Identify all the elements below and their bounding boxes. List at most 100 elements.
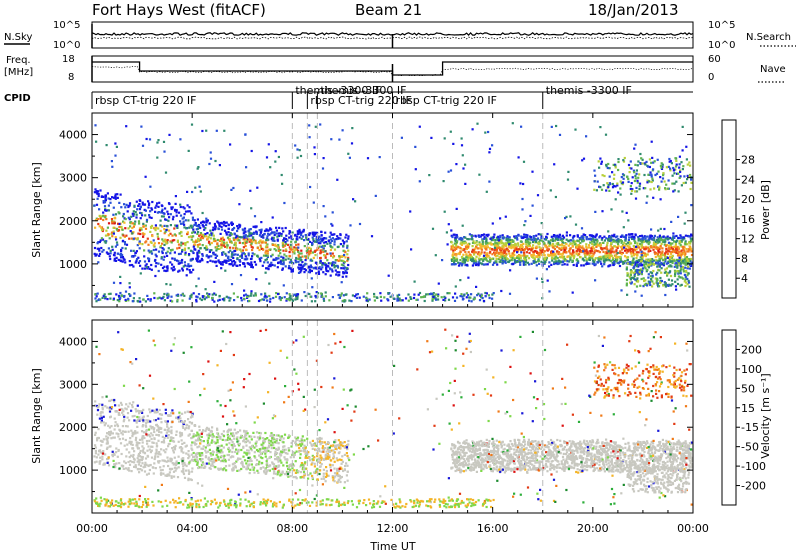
scatter-cell bbox=[246, 296, 248, 298]
scatter-cell bbox=[607, 186, 609, 188]
scatter-cell bbox=[537, 194, 539, 196]
scatter-cell bbox=[686, 158, 688, 160]
scatter-cell bbox=[157, 227, 159, 229]
scatter-cell bbox=[460, 293, 462, 295]
scatter-cell bbox=[608, 184, 610, 186]
scatter-cell bbox=[461, 296, 463, 298]
scatter-cell bbox=[97, 428, 99, 430]
scatter-cell bbox=[190, 250, 192, 252]
scatter-cell bbox=[250, 234, 252, 236]
scatter-cell bbox=[128, 238, 130, 240]
scatter-cell bbox=[518, 235, 520, 237]
scatter-cell bbox=[154, 207, 156, 209]
scatter-cell bbox=[190, 212, 192, 214]
scatter-cell bbox=[623, 178, 625, 180]
scatter-cell bbox=[222, 298, 224, 300]
scatter-cell bbox=[683, 175, 685, 177]
scatter-cell bbox=[94, 191, 96, 193]
scatter-cell bbox=[636, 269, 638, 271]
scatter-cell bbox=[630, 167, 632, 169]
scatter-cell bbox=[662, 284, 664, 286]
scatter-cell bbox=[443, 296, 445, 298]
scatter-cell bbox=[674, 281, 676, 283]
scatter-cell bbox=[495, 260, 497, 262]
scatter-cell bbox=[171, 235, 173, 237]
scatter-cell bbox=[255, 242, 257, 244]
scatter-cell bbox=[396, 300, 398, 302]
scatter-cell bbox=[686, 278, 688, 280]
scatter-cell bbox=[659, 176, 661, 178]
scatter-cell bbox=[151, 235, 153, 237]
scatter-cell bbox=[605, 189, 607, 191]
scatter-cell bbox=[648, 180, 650, 182]
scatter-cell bbox=[504, 261, 506, 263]
scatter-cell bbox=[565, 251, 567, 253]
scatter-cell bbox=[197, 218, 199, 220]
scatter-cell bbox=[489, 251, 491, 253]
scatter-cell bbox=[118, 295, 120, 297]
scatter-cell bbox=[651, 235, 653, 237]
scatter-cell bbox=[454, 237, 456, 239]
scatter-cell bbox=[656, 280, 658, 282]
scatter-cell bbox=[116, 228, 118, 230]
scatter-cell bbox=[689, 165, 691, 167]
scatter-cell bbox=[163, 141, 165, 143]
scatter-cell bbox=[596, 189, 598, 191]
scatter-cell bbox=[338, 271, 340, 273]
scatter-cell bbox=[323, 300, 325, 302]
scatter-cell bbox=[589, 250, 591, 252]
scatter-cell bbox=[350, 300, 352, 302]
scatter-cell bbox=[522, 183, 524, 185]
scatter-cell bbox=[96, 192, 98, 194]
scatter-cell bbox=[267, 233, 269, 235]
scatter-cell bbox=[344, 256, 346, 258]
scatter-cell bbox=[232, 257, 234, 259]
scatter-cell bbox=[330, 249, 332, 251]
scatter-cell bbox=[215, 257, 217, 259]
scatter-cell bbox=[162, 252, 164, 254]
scatter-cell bbox=[672, 255, 674, 257]
scatter-cell bbox=[195, 241, 197, 243]
scatter-cell bbox=[239, 242, 241, 244]
scatter-cell bbox=[107, 192, 109, 194]
scatter-cell bbox=[485, 248, 487, 250]
scatter-cell bbox=[155, 229, 157, 231]
scatter-cell bbox=[671, 183, 673, 185]
scatter-cell bbox=[620, 289, 622, 291]
scatter-cell bbox=[551, 236, 553, 238]
beam-title: Beam 21 bbox=[355, 1, 422, 19]
scatter-cell bbox=[468, 300, 470, 302]
scatter-cell bbox=[117, 435, 119, 437]
scatter-cell bbox=[513, 235, 515, 237]
scatter-cell bbox=[259, 234, 261, 236]
scatter-cell bbox=[581, 236, 583, 238]
scatter-cell bbox=[591, 235, 593, 237]
scatter-cell bbox=[268, 295, 270, 297]
scatter-cell bbox=[516, 248, 518, 250]
scatter-cell bbox=[626, 279, 628, 281]
scatter-cell bbox=[109, 237, 111, 239]
scatter-cell bbox=[101, 237, 103, 239]
scatter-cell bbox=[493, 262, 495, 264]
scatter-cell bbox=[308, 271, 310, 273]
scatter-cell bbox=[610, 242, 612, 244]
scatter-cell bbox=[269, 227, 271, 229]
scatter-cell bbox=[347, 264, 349, 266]
scatter-cell bbox=[149, 300, 151, 302]
scatter-cell bbox=[125, 299, 127, 301]
scatter-cell bbox=[233, 292, 235, 294]
scatter-cell bbox=[188, 450, 190, 452]
scatter-cell bbox=[102, 219, 104, 221]
scatter-cell bbox=[179, 232, 181, 234]
scatter-cell bbox=[464, 251, 466, 253]
scatter-cell bbox=[624, 245, 626, 247]
scatter-cell bbox=[284, 296, 286, 298]
scatter-cell bbox=[192, 217, 194, 219]
scatter-cell bbox=[214, 240, 216, 242]
scatter-cell bbox=[645, 238, 647, 240]
scatter-cell bbox=[359, 297, 361, 299]
scatter-cell bbox=[263, 261, 265, 263]
scatter-cell bbox=[460, 247, 462, 249]
scatter-cell bbox=[155, 205, 157, 207]
scatter-cell bbox=[351, 142, 353, 144]
